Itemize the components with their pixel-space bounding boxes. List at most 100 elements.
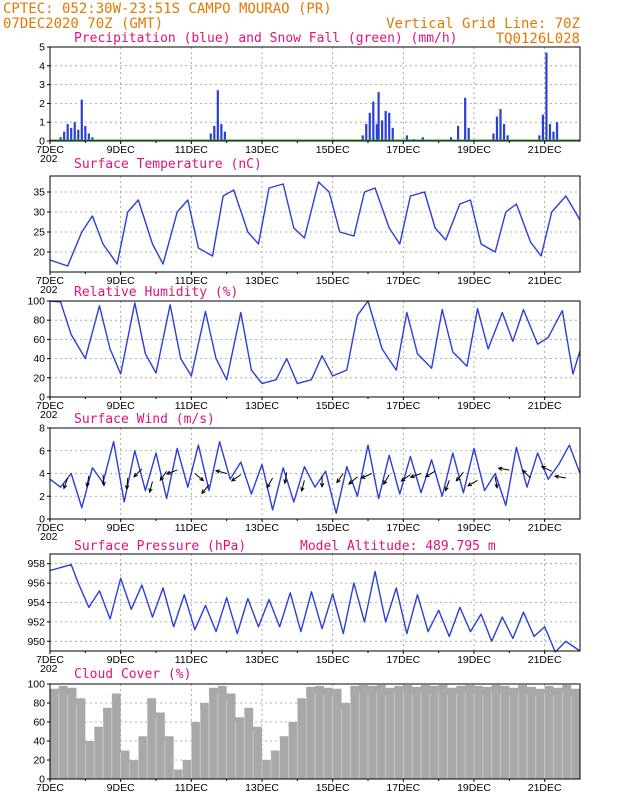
wind-direction-arrow [348, 476, 358, 485]
panel-title: Surface Wind (m/s) [74, 412, 215, 427]
x-tick-label: 11DEC [175, 522, 208, 534]
x-tick-label: 17DEC [386, 522, 420, 534]
precip-bar [457, 125, 460, 141]
precip-bar [59, 137, 62, 141]
wind-arrow-head [400, 477, 406, 482]
wind-arrow-head [199, 476, 205, 482]
x-tick-label: 21DEC [528, 654, 562, 666]
wind-direction-arrow [494, 476, 498, 488]
wind-arrow-head [540, 466, 546, 470]
precip-bar [372, 101, 375, 141]
y-tick-label: 1 [39, 117, 45, 129]
x-tick-label: 17DEC [386, 654, 420, 666]
precip-bar [73, 122, 76, 141]
x-tick-label: 9DEC [107, 144, 135, 156]
precip-bar [223, 131, 226, 141]
x-tick-label: 11DEC [175, 654, 208, 666]
wind-arrow-head [283, 479, 288, 485]
y-tick-label: 35 [33, 187, 45, 199]
x-tick-label: 21DEC [528, 400, 562, 412]
precip-bar [495, 116, 499, 141]
y-tick-label: 950 [27, 636, 45, 648]
y-tick-label: 80 [33, 698, 45, 710]
wind-arrow-head [201, 489, 206, 495]
panel-title: Surface Pressure (hPa) [74, 539, 246, 554]
panel-temp: 20 25 30 35 7DEC 9DEC 11DEC 13DEC 15DEC 17DEC 19DE… [33, 157, 581, 296]
x-tick-label: 9DEC [107, 275, 135, 287]
year-label: 202 [40, 663, 58, 675]
precip-bar [84, 125, 87, 141]
wind-direction-arrow [522, 469, 531, 479]
series-line-rh [49, 300, 581, 385]
x-tick-label: 7DEC [36, 144, 64, 156]
wind-direction-arrow [159, 470, 168, 481]
y-tick-label: 30 [33, 207, 45, 219]
x-tick-label: 7DEC [36, 522, 64, 534]
wind-arrow-head [467, 482, 473, 487]
y-tick-label: 8 [39, 423, 45, 435]
wind-direction-arrow [126, 478, 129, 490]
precip-bar [220, 124, 223, 141]
y-tick-label: 4 [39, 468, 45, 480]
wind-arrow-head [444, 486, 449, 492]
wind-direction-arrow [410, 473, 422, 478]
wind-arrow-head [85, 482, 90, 488]
wind-arrow-head [300, 486, 305, 493]
wind-direction-arrow [133, 468, 143, 478]
wind-direction-arrow [554, 475, 566, 479]
x-tick-label: 17DEC [386, 144, 420, 156]
precip-bar [405, 135, 408, 141]
wind-arrow-head [336, 478, 341, 484]
precip-bar [506, 135, 509, 141]
y-tick-label: 40 [33, 736, 45, 748]
precip-bar [391, 127, 394, 141]
x-tick-label: 11DEC [175, 400, 208, 412]
y-tick-label: 20 [33, 372, 45, 384]
y-tick-label: 0 [39, 392, 45, 404]
panel-title: Relative Humidity (%) [74, 285, 238, 300]
x-tick-label: 13DEC [245, 144, 279, 156]
y-tick-label: 60 [33, 334, 45, 346]
x-tick-label: 19DEC [457, 654, 491, 666]
year-label: 202 [40, 284, 58, 296]
wind-arrow-head [424, 473, 430, 478]
x-tick-label: 15DEC [316, 144, 350, 156]
wind-direction-arrow [86, 475, 90, 487]
y-tick-label: 2 [39, 98, 45, 110]
wind-arrow-head [409, 474, 415, 479]
x-tick-label: 7DEC [36, 654, 64, 666]
x-tick-label: 13DEC [245, 275, 279, 287]
x-tick-label: 13DEC [245, 782, 279, 794]
x-tick-label: 15DEC [316, 522, 350, 534]
x-tick-label: 19DEC [457, 275, 491, 287]
panel-cloud: 0 20 40 60 80 100 7DEC 9DEC 11DEC 13DEC 15DEC 17DEC… [27, 667, 581, 794]
x-tick-label: 15DEC [316, 400, 350, 412]
header-datetime: 07DEC2020 70Z (GMT) [3, 16, 163, 32]
wind-direction-arrow [336, 473, 344, 483]
precip-bar [541, 114, 544, 141]
x-tick-label: 9DEC [107, 522, 135, 534]
panel-rh: 0 20 40 60 80 100 7DEC 9DEC 11DEC 13DEC 15DEC 17DEC… [27, 285, 581, 421]
precip-bar [552, 131, 555, 141]
x-tick-label: 19DEC [457, 522, 491, 534]
header-location: CPTEC: 052:30W-23:51S CAMPO MOURAO (PR) [3, 1, 332, 17]
series-line-temp [49, 181, 581, 267]
wind-direction-arrow [498, 467, 510, 471]
year-label: 202 [40, 409, 58, 421]
header: CPTEC: 052:30W-23:51S CAMPO MOURAO (PR) … [3, 1, 580, 47]
wind-arrow-head [348, 480, 353, 485]
series-line-wind [49, 440, 581, 515]
precip-bar [80, 99, 83, 141]
wind-direction-arrow [284, 472, 288, 484]
precip-bar [499, 109, 502, 141]
precip-bar [421, 137, 424, 141]
wind-arrow-head [266, 483, 271, 489]
x-tick-label: 7DEC [36, 400, 64, 412]
wind-direction-arrow [166, 469, 178, 475]
model-altitude-note: Model Altitude: 489.795 m [300, 539, 496, 554]
wind-direction-arrow [194, 473, 204, 481]
wind-arrow-head [360, 474, 366, 479]
precip-bar [388, 112, 391, 141]
